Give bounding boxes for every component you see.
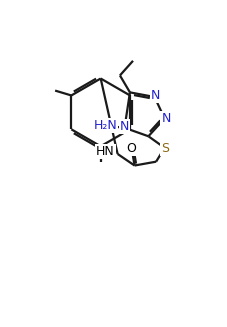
Text: S: S (161, 142, 169, 155)
Text: N: N (161, 112, 170, 125)
Text: HN: HN (95, 145, 114, 158)
Text: N: N (150, 89, 159, 102)
Text: H₂N: H₂N (93, 119, 117, 132)
Text: N: N (119, 120, 129, 133)
Text: O: O (126, 142, 136, 155)
